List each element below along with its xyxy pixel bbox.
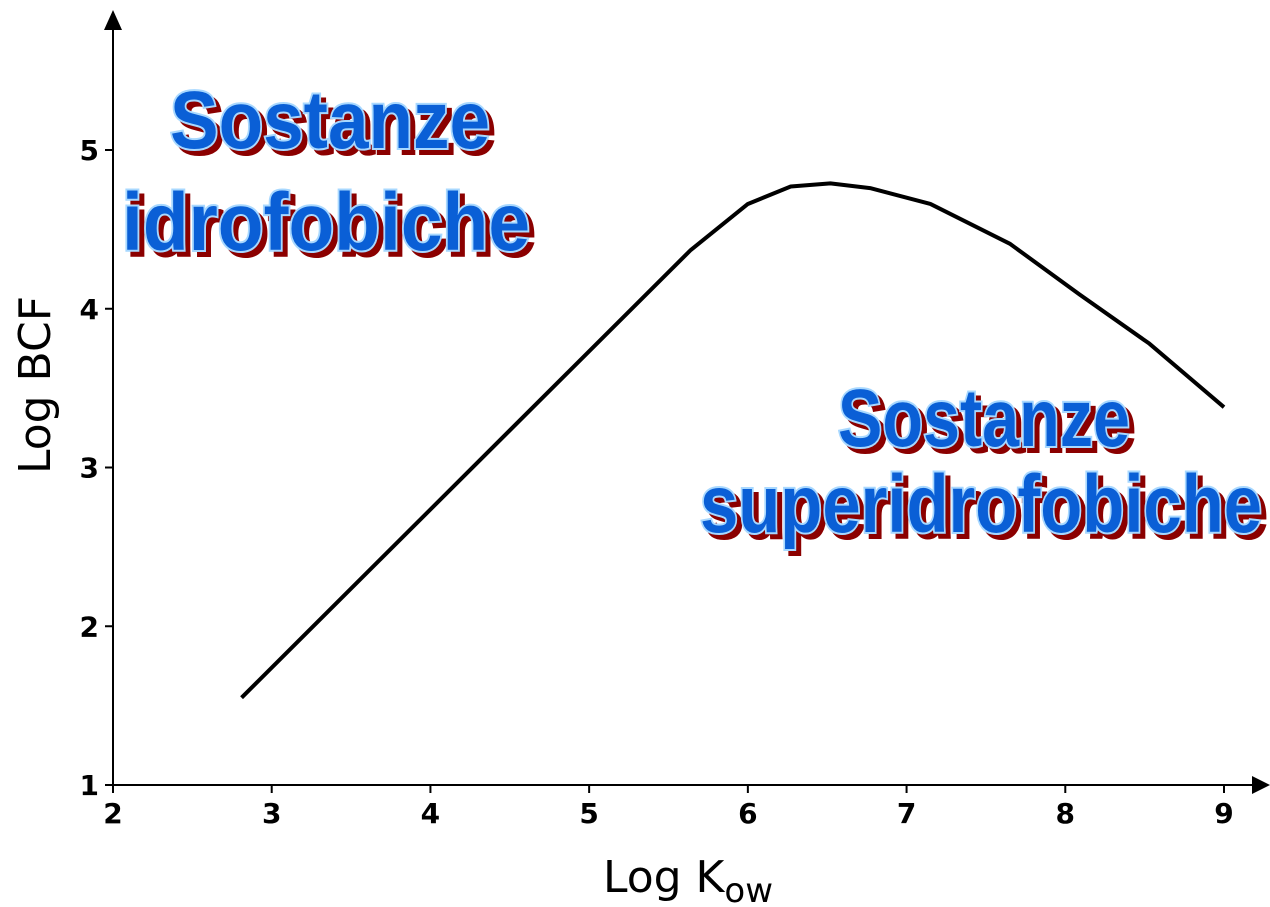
annotation: idrofobiche: [122, 177, 530, 268]
x-tick-label: 6: [738, 797, 757, 830]
y-tick-label: 5: [80, 134, 99, 167]
y-tick-label: 1: [80, 769, 99, 802]
y-tick-label: 4: [80, 293, 99, 326]
x-label-subscript: ow: [724, 871, 773, 907]
x-tick-label: 7: [897, 797, 916, 830]
x-tick-label: 8: [1056, 797, 1075, 830]
x-axis-arrow: [1252, 776, 1270, 794]
y-axis-label: Log BCF: [10, 296, 61, 474]
x-tick-label: 2: [103, 797, 122, 830]
x-tick-label: 5: [579, 797, 598, 830]
x-tick-label: 9: [1214, 797, 1233, 830]
x-axis-label: Log Kow: [603, 852, 773, 907]
x-label-main: Log K: [603, 852, 726, 903]
annotation: Sostanze: [170, 75, 490, 166]
y-tick-label: 3: [80, 452, 99, 485]
x-tick-label: 3: [262, 797, 281, 830]
y-tick-label: 2: [80, 610, 99, 643]
data-line: [240, 181, 1226, 700]
annotation: superidrofobiche: [700, 459, 1262, 550]
x-tick-label: 4: [421, 797, 440, 830]
annotation: Sostanze: [838, 373, 1130, 464]
